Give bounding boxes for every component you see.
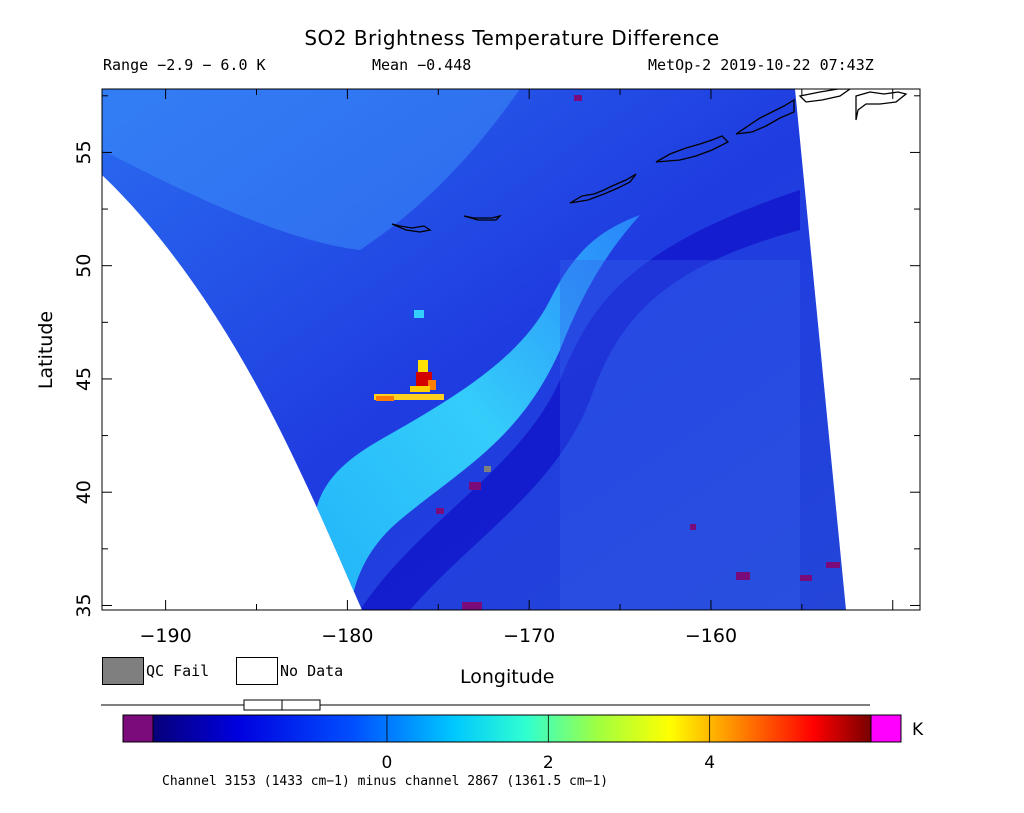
colorbar-tick-label: 0 bbox=[382, 753, 393, 773]
y-axis: 35 40 45 50 55 bbox=[73, 95, 920, 618]
data-swath bbox=[102, 89, 846, 610]
y-tick-label: 45 bbox=[73, 367, 95, 391]
x-tick-label: −180 bbox=[321, 625, 373, 647]
y-tick-label: 50 bbox=[73, 254, 95, 278]
slider-handle-left[interactable] bbox=[243, 699, 283, 711]
so2-hotspot bbox=[374, 310, 444, 401]
satellite-time-label: MetOp-2 2019-10-22 07:43Z bbox=[648, 56, 874, 74]
y-tick-label: 35 bbox=[73, 593, 95, 617]
qc-fail-swatch bbox=[102, 657, 144, 685]
plot-frame bbox=[101, 88, 921, 611]
colorbar-unit: K bbox=[912, 720, 924, 740]
x-tick-label: −190 bbox=[140, 625, 192, 647]
colorbar-over-swatch bbox=[870, 714, 902, 743]
x-tick-label: −170 bbox=[503, 625, 555, 647]
range-label: Range −2.9 − 6.0 K bbox=[103, 56, 266, 74]
no-data-label: No Data bbox=[280, 662, 344, 680]
channel-caption: Channel 3153 (1433 cm−1) minus channel 2… bbox=[162, 774, 609, 789]
qc-fail-label: QC Fail bbox=[146, 662, 210, 680]
x-axis: −190 −180 −170 −160 bbox=[140, 89, 894, 647]
y-axis-label: Latitude bbox=[35, 311, 57, 389]
colorbar-tick-label: 4 bbox=[704, 753, 715, 773]
slider-handle-right[interactable] bbox=[281, 699, 321, 711]
coastlines bbox=[391, 89, 908, 233]
y-tick-label: 55 bbox=[73, 140, 95, 164]
x-tick-label: −160 bbox=[685, 625, 737, 647]
mean-label: Mean −0.448 bbox=[372, 56, 472, 74]
no-data-swatch bbox=[236, 657, 278, 685]
x-axis-label: Longitude bbox=[460, 666, 555, 688]
colorbar: 0 2 4 bbox=[122, 714, 902, 773]
map-title: SO2 Brightness Temperature Difference bbox=[304, 26, 720, 50]
range-slider[interactable] bbox=[101, 699, 870, 711]
y-tick-label: 40 bbox=[73, 480, 95, 504]
colorbar-ramp bbox=[152, 714, 872, 743]
map-panel bbox=[102, 89, 920, 610]
colorbar-tick-label: 2 bbox=[543, 753, 554, 773]
colorbar-under-swatch bbox=[122, 714, 154, 743]
